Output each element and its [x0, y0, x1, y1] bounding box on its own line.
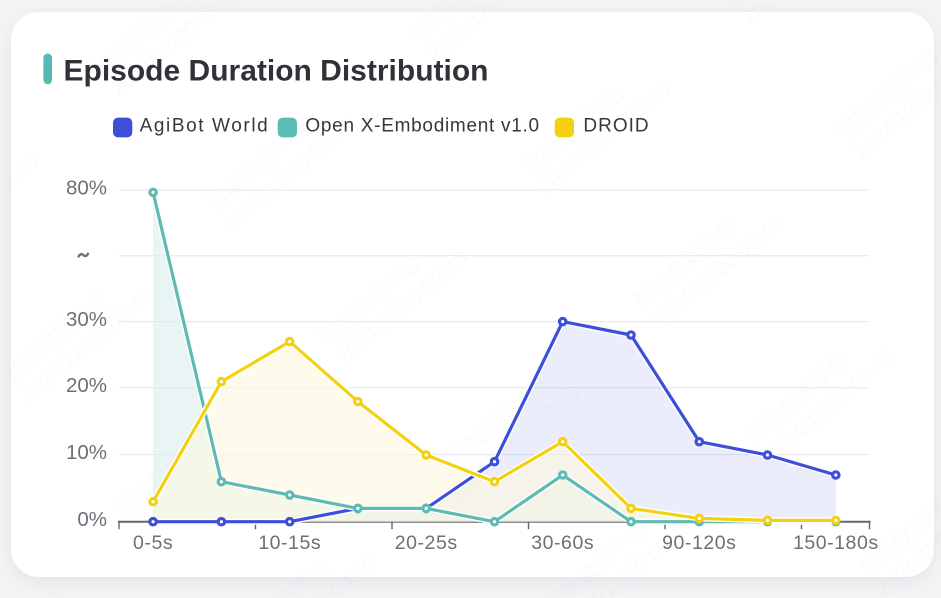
svg-text:20%: 20% [66, 374, 107, 397]
svg-text:10%: 10% [66, 441, 107, 464]
svg-text:90-120s: 90-120s [662, 532, 736, 554]
svg-text:Open X-Embodiment v1.0: Open X-Embodiment v1.0 [305, 116, 539, 137]
svg-text:2024/12/30 09:40: 2024/12/30 09:40 [738, 0, 878, 30]
svg-text:150-180s: 150-180s [793, 532, 879, 554]
svg-text:0%: 0% [77, 508, 107, 531]
svg-text:30-60s: 30-60s [531, 532, 594, 554]
svg-text:DROID: DROID [583, 116, 649, 137]
svg-text:智能数据平台: 智能数据平台 [0, 592, 21, 598]
svg-text:80%: 80% [66, 176, 107, 199]
svg-text:2024/12/30 09:40: 2024/12/30 09:40 [0, 150, 44, 273]
svg-text:Episode Duration Distribution: Episode Duration Distribution [64, 55, 489, 88]
svg-text:10-15s: 10-15s [258, 532, 321, 554]
svg-text:2024/12/30 09:40: 2024/12/30 09:40 [0, 588, 66, 598]
svg-text:0-5s: 0-5s [133, 532, 173, 554]
svg-text:30%: 30% [66, 308, 107, 331]
svg-text:20-25s: 20-25s [395, 532, 458, 554]
svg-text:AgiBot World: AgiBot World [140, 116, 270, 137]
